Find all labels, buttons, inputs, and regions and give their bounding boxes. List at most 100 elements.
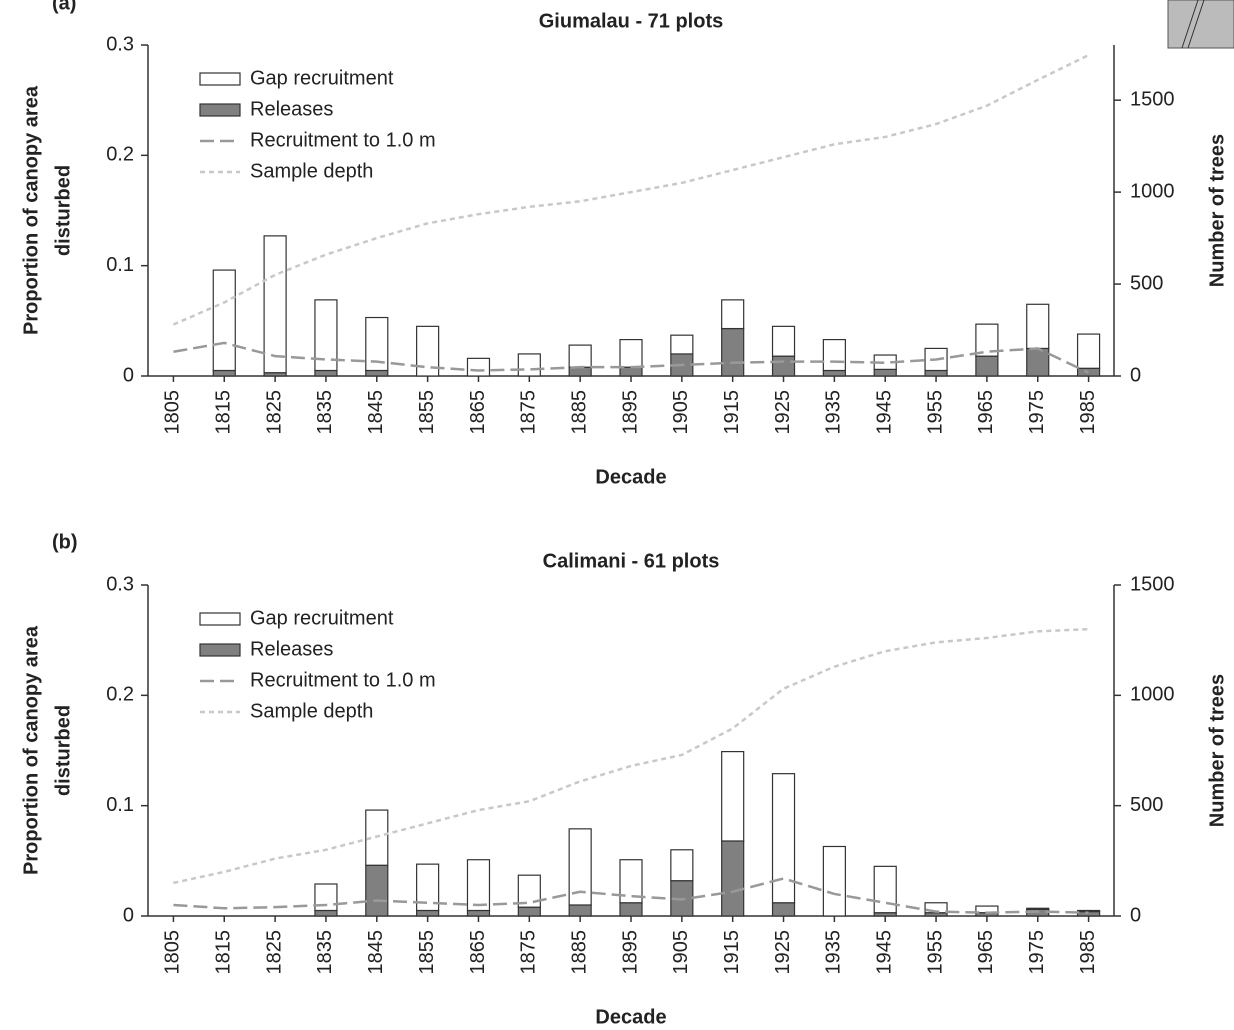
- series-line: [173, 877, 1089, 914]
- y2-tick-label: 500: [1130, 272, 1163, 294]
- legend-swatch: [199, 72, 241, 86]
- bar-segment: [568, 904, 592, 917]
- bar-segment: [314, 883, 338, 912]
- x-tick-label: 1865: [467, 390, 489, 435]
- y2-tick-label: 0: [1130, 364, 1141, 386]
- y2-tick-label: 1000: [1130, 180, 1175, 202]
- bar-segment: [416, 909, 440, 917]
- chart-panel: (a) Giumalau - 71 plots 0 0.1 0.2 0.3 0 500 1000…: [20, 0, 1228, 488]
- x-tick-label: 1975: [1026, 930, 1048, 975]
- x-tick-label: 1975: [1026, 390, 1048, 435]
- bar-segment: [771, 773, 796, 904]
- y-axis-label: disturbed: [52, 705, 74, 796]
- bar-segment: [1076, 333, 1101, 369]
- bar-segment: [314, 909, 338, 917]
- x-tick-label: 1905: [670, 390, 692, 435]
- x-tick-label: 1885: [568, 390, 590, 435]
- x-tick-label: 1965: [975, 390, 997, 435]
- bar-segment: [314, 299, 338, 372]
- bar-segment: [212, 369, 236, 377]
- bar-segment: [263, 235, 287, 374]
- legend-label: Sample depth: [250, 160, 373, 182]
- bar-segment: [619, 366, 643, 377]
- bar-segment: [416, 325, 440, 377]
- legend-swatch: [199, 612, 241, 626]
- bar-segment: [365, 864, 389, 917]
- y2-tick-label: 1000: [1130, 684, 1175, 706]
- bar-segment: [466, 909, 491, 917]
- bar-segment: [873, 865, 897, 914]
- bar-segment: [721, 751, 745, 842]
- legend-label: Gap recruitment: [250, 607, 394, 629]
- bar-segment: [721, 327, 745, 377]
- y-tick-label: 0: [123, 364, 134, 386]
- bar-segment: [619, 902, 643, 917]
- x-tick-label: 1955: [924, 390, 946, 435]
- image-stroke: [1181, 0, 1205, 49]
- series-line: [173, 627, 1089, 885]
- bar-segment: [619, 338, 643, 368]
- x-tick-label: 1865: [467, 930, 489, 975]
- y-tick-label: 0.3: [106, 573, 134, 595]
- x-tick-label: 1845: [365, 930, 387, 975]
- x-tick-label: 1845: [365, 390, 387, 435]
- x-tick-label: 1985: [1077, 390, 1099, 435]
- x-tick-label: 1955: [924, 930, 946, 975]
- bar-segment: [771, 325, 796, 357]
- bar-segment: [314, 369, 338, 377]
- y-tick-label: 0: [123, 904, 134, 926]
- bar-segment: [670, 849, 694, 882]
- bar-segment: [1026, 347, 1050, 377]
- x-tick-label: 1945: [873, 390, 895, 435]
- x-tick-label: 1825: [263, 930, 285, 975]
- x-tick-label: 1945: [873, 930, 895, 975]
- y2-tick-label: 0: [1130, 904, 1141, 926]
- x-tick-label: 1895: [619, 930, 641, 975]
- panel-label: (b): [52, 531, 78, 553]
- y2-axis-label: Number of trees: [1206, 674, 1228, 827]
- bar-segment: [822, 338, 846, 372]
- x-tick-label: 1825: [263, 390, 285, 435]
- series-line: [172, 53, 1090, 326]
- y-tick-label: 0.1: [106, 254, 134, 276]
- bar-segment: [670, 334, 694, 355]
- bar-segment: [1026, 303, 1050, 350]
- x-tick-label: 1965: [975, 930, 997, 975]
- bar-segment: [1026, 907, 1050, 910]
- x-tick-label: 1895: [619, 390, 641, 435]
- x-tick-label: 1925: [772, 390, 794, 435]
- legend-label: Gap recruitment: [250, 67, 394, 89]
- x-axis-label: Decade: [595, 1006, 666, 1028]
- bar-segment: [924, 369, 948, 377]
- y-tick-label: 0.2: [106, 684, 134, 706]
- bar-segment: [619, 859, 643, 904]
- legend-label: Recruitment to 1.0 m: [250, 129, 436, 151]
- y-tick-label: 0.2: [106, 144, 134, 166]
- y-tick-label: 0.1: [106, 794, 134, 816]
- y2-tick-label: 1500: [1130, 573, 1175, 595]
- x-tick-label: 1805: [162, 930, 184, 975]
- x-tick-label: 1835: [314, 390, 336, 435]
- bar-segment: [975, 355, 999, 377]
- x-tick-label: 1915: [721, 390, 743, 435]
- x-tick-label: 1935: [823, 390, 845, 435]
- bar-segment: [365, 369, 389, 377]
- y2-axis-label: Number of trees: [1206, 134, 1228, 287]
- bar-segment: [975, 323, 999, 357]
- x-axis-label: Decade: [595, 466, 666, 488]
- x-tick-label: 1855: [416, 390, 438, 435]
- legend-label: Sample depth: [250, 700, 373, 722]
- x-tick-label: 1885: [568, 930, 590, 975]
- y2-tick-label: 1500: [1130, 88, 1175, 110]
- legend-swatch: [199, 643, 241, 657]
- bar-segment: [822, 369, 846, 377]
- x-tick-label: 1805: [162, 390, 184, 435]
- legend-label: Recruitment to 1.0 m: [250, 669, 436, 691]
- legend-label: Releases: [250, 638, 333, 660]
- bar-segment: [517, 353, 541, 377]
- y-axis-label: Proportion of canopy area: [20, 625, 42, 875]
- bar-segment: [568, 828, 592, 906]
- x-tick-label: 1905: [670, 930, 692, 975]
- x-tick-label: 1875: [518, 390, 540, 435]
